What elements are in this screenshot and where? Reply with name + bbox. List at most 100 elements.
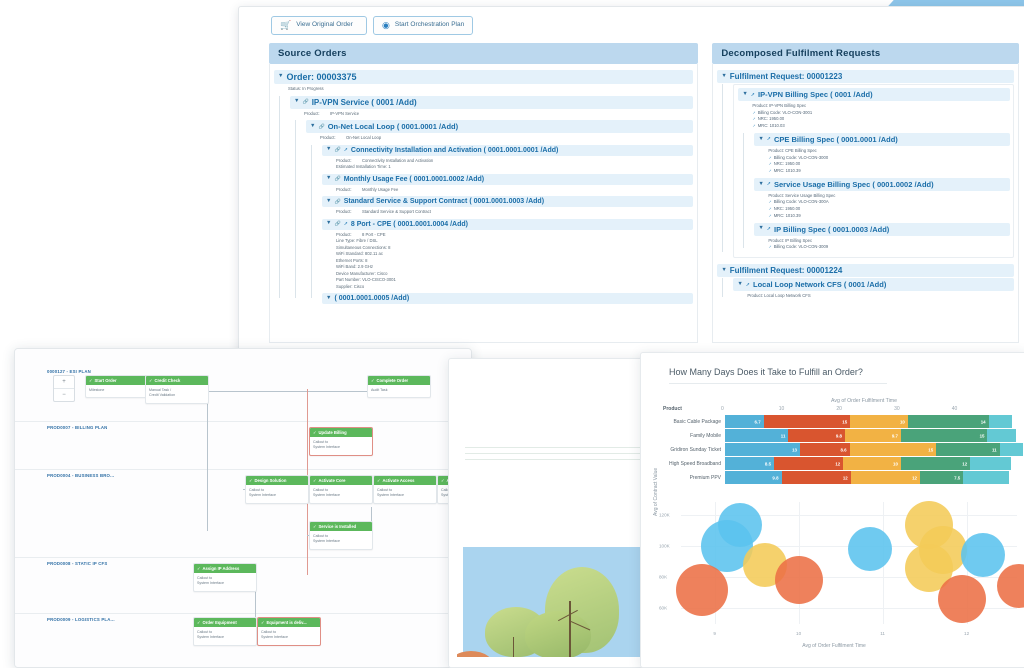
attr-billing-code: ➚ Billing Code: VLO-CON-300A — [768, 199, 829, 205]
zoom-in-button[interactable]: + — [62, 379, 66, 385]
bpmn-node[interactable]: ✓ Complete Order Audit Task — [367, 375, 431, 399]
heatmap-segment[interactable] — [970, 457, 1011, 470]
heatmap-segment[interactable]: 8.6 — [800, 443, 850, 456]
service-usage-billing-spec-node[interactable]: ▼ ➚ Service Usage Billing Spec ( 0001.00… — [754, 177, 1010, 223]
chevron-down-icon[interactable]: ▼ — [721, 266, 727, 273]
heatmap-value: 10 — [893, 461, 898, 466]
chevron-down-icon[interactable]: ▼ — [310, 122, 316, 129]
chevron-down-icon[interactable]: ▼ — [278, 73, 284, 80]
heatmap-segment[interactable]: 15 — [900, 429, 988, 442]
support-contract-node[interactable]: ▼ 🔗 Standard Service & Support Contract … — [322, 196, 694, 219]
heatmap-segment[interactable]: 7.5 — [919, 471, 964, 484]
bpmn-node[interactable]: ✓ Credit Check Manual Task / Credit Validat… — [145, 375, 209, 404]
chevron-down-icon[interactable]: ▼ — [742, 90, 748, 97]
bpmn-node[interactable]: ✓ Update Billing Callout to System Interfac… — [309, 427, 373, 456]
gridline-h — [681, 577, 1017, 579]
bubble-plot-area[interactable]: 9 10 11 12 60K 80K 100K 120K — [659, 501, 1024, 636]
bpmn-node[interactable]: ✓ Order Equipment Callout to System Interfa… — [193, 617, 257, 646]
heatmap-segment[interactable] — [963, 471, 1010, 484]
fifth-node[interactable]: ▼ ( 0001.0001.0005 /Add) — [322, 293, 694, 304]
chevron-down-icon[interactable]: ▼ — [737, 280, 743, 287]
heatmap-segment[interactable]: 9.8 — [725, 471, 782, 484]
heatmap-segment[interactable]: 12 — [850, 471, 920, 484]
attr-ethernet-ports: Ethernet Ports: 8 — [336, 257, 368, 263]
chevron-down-icon[interactable]: ▼ — [294, 98, 300, 105]
service-node[interactable]: ▼ 🔗 IP-VPN Service ( 0001 /Add) Product:… — [274, 95, 694, 304]
bpmn-node[interactable]: ✓ Equipment is deliv... Callout to System I… — [257, 617, 321, 646]
check-icon: ✓ — [371, 378, 375, 383]
start-orchestration-plan-button[interactable]: ◉ Start Orchestration Plan — [373, 16, 474, 35]
heatmap-segment[interactable]: 8.5 — [725, 457, 775, 470]
heatmap-segment[interactable]: 15 — [849, 443, 937, 456]
pin-icon: ➚ — [768, 212, 772, 218]
bpmn-node[interactable]: ✓ Design Solution Callout to System Interfa… — [245, 475, 309, 504]
bubble-point[interactable] — [676, 563, 728, 616]
heatmap-segment[interactable]: 6.7 — [725, 415, 764, 428]
heatmap-value: 10 — [899, 419, 905, 424]
ip-billing-title: IP Billing Spec ( 0001.0003 /Add) — [773, 224, 890, 234]
heatmap-segment[interactable]: 9.8 — [788, 429, 845, 442]
bubble-point[interactable] — [961, 533, 1006, 578]
bubble-point[interactable] — [996, 564, 1024, 609]
heatmap-segment[interactable] — [988, 415, 1012, 428]
attr-mrc: ➚ MRC: 1010.03 — [752, 123, 785, 129]
chevron-down-icon[interactable]: ▼ — [326, 175, 332, 182]
heatmap-segment[interactable]: 12 — [900, 457, 971, 470]
zoom-controls[interactable]: + − — [53, 375, 75, 402]
branch-icon: ➚ — [343, 221, 348, 227]
bpmn-node[interactable]: ✓ Activate Core Callout to System Interface — [309, 475, 373, 504]
bpmn-lane: PROD0007 - BILLING PLAN — [15, 421, 471, 470]
heatmap-segment[interactable]: 13 — [725, 443, 800, 456]
connectivity-node[interactable]: ▼ 🔗 ➚ Connectivity Installation and Acti… — [322, 144, 694, 174]
tree-trunk — [569, 601, 571, 659]
fulfilment-request-1[interactable]: ▼ Fulfilment Request: 00001223 ▼ ➚ IP-VP… — [717, 70, 1014, 259]
bpmn-node[interactable]: ✓ Assign IP Address Callout to System Inter… — [193, 563, 257, 592]
attr-product: Product: CPE Billing Spec — [768, 147, 817, 153]
bpmn-connector — [255, 575, 256, 631]
view-original-order-button[interactable]: 🛒 View Original Order — [271, 16, 367, 35]
chevron-down-icon[interactable]: ▼ — [758, 180, 764, 187]
order-node[interactable]: ▼ Order: 00003375 Status: In Progress ▼ … — [274, 70, 694, 304]
bpmn-canvas[interactable]: 0000127 - ESI PLAN PROD0007 - BILLING PLA… — [15, 349, 471, 667]
monthly-usage-node[interactable]: ▼ 🔗 Monthly Usage Fee ( 0001.0001.0002 /… — [322, 173, 694, 197]
heatmap-segment[interactable]: 11 — [725, 429, 789, 442]
heatmap-segment[interactable]: 12 — [781, 471, 851, 484]
bubble-point[interactable] — [938, 574, 987, 623]
heatmap-segment[interactable] — [999, 443, 1023, 456]
heatmap-segment[interactable]: 11 — [936, 443, 1000, 456]
chevron-down-icon[interactable]: ▼ — [721, 72, 727, 79]
heatmap-segment[interactable] — [987, 429, 1017, 442]
heatmap-segment[interactable]: 15 — [763, 415, 851, 428]
bpmn-node[interactable]: ✓ Start Order Milestone — [85, 375, 149, 399]
bubble-point[interactable] — [774, 556, 823, 605]
localloop-node[interactable]: ▼ 🔗 On-Net Local Loop ( 0001.0001 /Add) … — [290, 120, 694, 304]
chevron-down-icon[interactable]: ▼ — [758, 135, 764, 142]
fulfilment-request-2[interactable]: ▼ Fulfilment Request: 00001224 ▼ ➚ Local… — [717, 264, 1014, 303]
ip-billing-spec-node[interactable]: ▼ ➚ IP Billing Spec ( 0001.0003 /Add) Pr… — [754, 222, 1010, 254]
chevron-down-icon[interactable]: ▼ — [326, 220, 332, 227]
branch-icon: ➚ — [766, 136, 771, 143]
heatmap-bar: 11 9.8 9.7 15 — [725, 429, 1024, 442]
bpmn-node-body: Callout to System Interface — [197, 576, 224, 586]
bubble-point[interactable] — [848, 526, 892, 571]
branch-icon: ➚ — [343, 147, 348, 153]
heatmap-segment[interactable]: 9.7 — [844, 429, 901, 442]
chevron-down-icon[interactable]: ▼ — [326, 146, 332, 153]
chevron-down-icon[interactable]: ▼ — [758, 225, 764, 232]
ipvpn-billing-spec-node[interactable]: ▼ ➚ IP-VPN Billing Spec ( 0001 /Add) Pro… — [733, 84, 1014, 259]
local-loop-cfs-node[interactable]: ▼ ➚ Local Loop Network CFS ( 0001 /Add) … — [733, 278, 1014, 303]
heatmap-segment[interactable]: 10 — [843, 457, 901, 470]
heatmap-segment[interactable]: 10 — [850, 415, 908, 428]
bpmn-node[interactable]: ✓ Activate Access Callout to System Interfa… — [373, 475, 437, 504]
heatmap-segment[interactable]: 14 — [907, 415, 989, 428]
cpe-node[interactable]: ▼ 🔗 ➚ 8 Port - CPE ( 0001.0001.0004 /Add… — [322, 218, 694, 294]
attr-billing-code: ➚ Billing Code: VLO-CON-3000 — [768, 154, 829, 160]
bpmn-lane-label: PROD0004 - BUSINESS BRO... — [47, 473, 115, 478]
zoom-out-button[interactable]: − — [54, 388, 74, 401]
chevron-down-icon[interactable]: ▼ — [326, 294, 332, 301]
chevron-down-icon[interactable]: ▼ — [326, 197, 332, 204]
cpe-billing-spec-node[interactable]: ▼ ➚ CPE Billing Spec ( 0001.0001 /Add) P… — [754, 132, 1010, 178]
heatmap-value: 9.8 — [772, 475, 779, 480]
heatmap-segment[interactable]: 12 — [774, 457, 844, 470]
bpmn-node[interactable]: ✓ Service is Installed Callout to System In… — [309, 521, 373, 550]
